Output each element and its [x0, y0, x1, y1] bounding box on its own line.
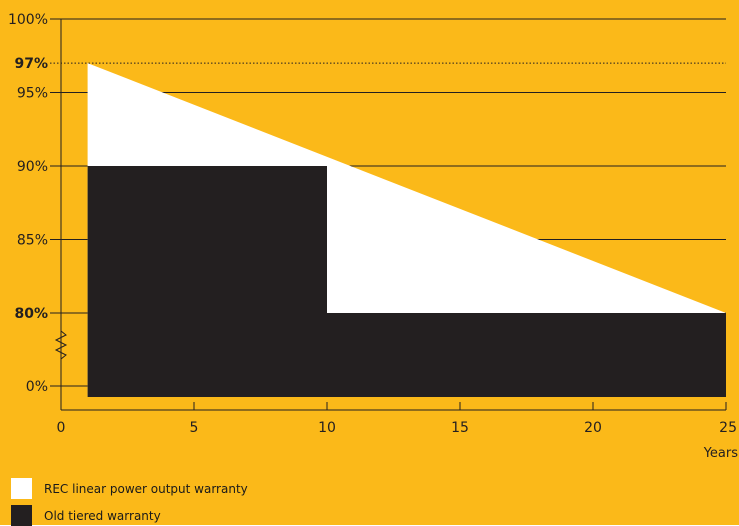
y-tick-label-80: 80% [14, 306, 48, 322]
y-tick-label-0: 0% [26, 379, 48, 395]
x-tick-label-5: 5 [190, 420, 199, 436]
y-tick-label-97: 97% [14, 56, 48, 72]
series-area-tiered [87, 166, 727, 397]
y-tick-label-100: 100% [8, 12, 48, 28]
x-tick-label-0: 0 [57, 420, 66, 436]
x-tick-label-25: 25 [719, 420, 737, 436]
legend-swatch-tiered [11, 505, 32, 526]
axes [54, 19, 727, 411]
series-areas [87, 63, 727, 397]
x-tick-label-10: 10 [318, 420, 336, 436]
x-tick-label-15: 15 [451, 420, 469, 436]
legend-label-tiered: Old tiered warranty [44, 508, 161, 523]
y-tick-label-95: 95% [17, 86, 48, 102]
legend-item-linear: REC linear power output warranty [11, 478, 248, 499]
axis-break-marker [54, 330, 68, 360]
x-tick-label-20: 20 [584, 420, 602, 436]
y-tick-label-90: 90% [17, 159, 48, 175]
tick-labels: 100% 97% 95% 90% 85% 80% 0% 0 5 10 15 20 25 [8, 12, 737, 436]
legend-item-tiered: Old tiered warranty [11, 505, 161, 526]
legend-swatch-linear [11, 478, 32, 499]
legend-label-linear: REC linear power output warranty [44, 481, 248, 496]
x-axis-label: Years [703, 446, 739, 461]
y-tick-label-85: 85% [17, 233, 48, 249]
